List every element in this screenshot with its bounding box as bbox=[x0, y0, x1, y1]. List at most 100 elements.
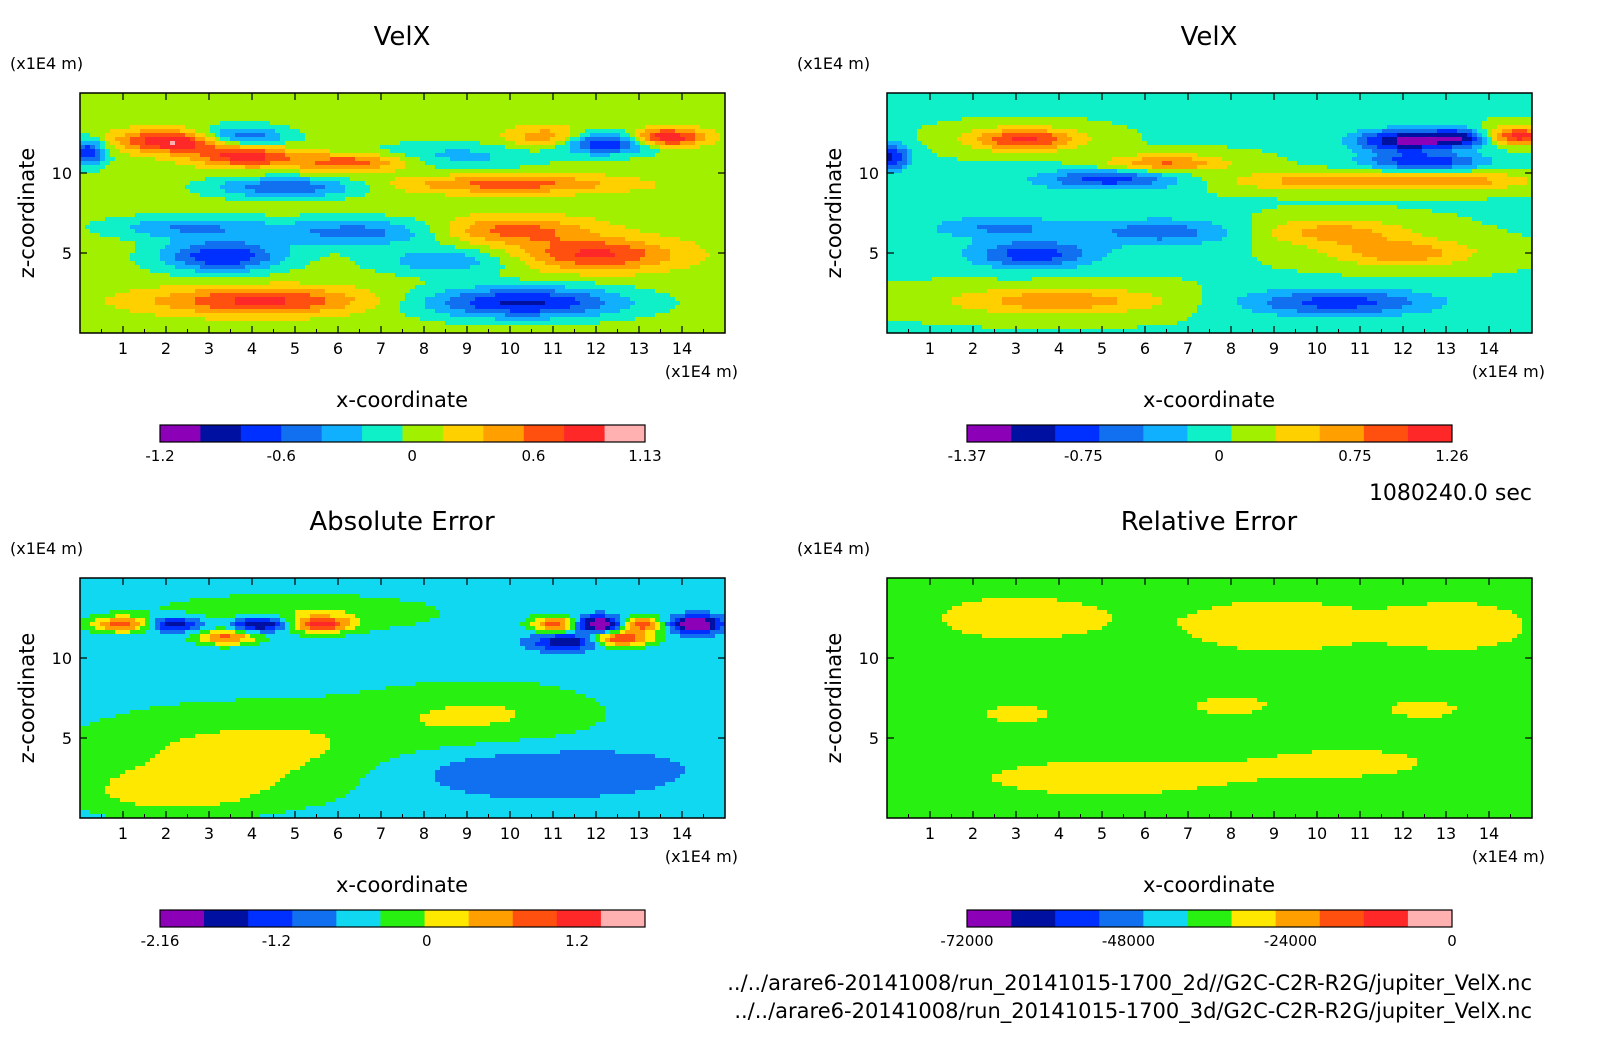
field-cell bbox=[95, 109, 101, 114]
field-cell bbox=[180, 245, 186, 250]
field-cell bbox=[700, 161, 706, 166]
field-cell bbox=[525, 193, 531, 198]
field-cell bbox=[80, 241, 86, 246]
field-cell bbox=[125, 97, 131, 102]
field-cell bbox=[125, 189, 131, 194]
field-cell bbox=[600, 189, 606, 194]
field-cell bbox=[695, 145, 701, 150]
field-cell bbox=[480, 201, 486, 206]
field-cell bbox=[170, 201, 176, 206]
field-cell bbox=[395, 225, 401, 230]
field-cell bbox=[285, 181, 291, 186]
field-cell bbox=[125, 109, 131, 114]
field-cell bbox=[335, 105, 341, 110]
field-cell bbox=[105, 221, 111, 226]
field-cell bbox=[590, 109, 596, 114]
field-cell bbox=[345, 97, 351, 102]
field-cell bbox=[575, 185, 581, 190]
field-cell bbox=[165, 245, 171, 250]
field-cell bbox=[290, 161, 296, 166]
field-cell bbox=[195, 181, 201, 186]
field-cell bbox=[535, 221, 541, 226]
field-cell bbox=[235, 165, 241, 170]
field-cell bbox=[410, 133, 416, 138]
field-cell bbox=[405, 149, 411, 154]
field-cell bbox=[435, 193, 441, 198]
field-cell bbox=[715, 181, 721, 186]
field-cell bbox=[580, 129, 586, 134]
field-cell bbox=[355, 185, 361, 190]
field-cell bbox=[570, 189, 576, 194]
field-cell bbox=[130, 213, 136, 218]
field-cell bbox=[370, 233, 376, 238]
field-cell bbox=[615, 157, 621, 162]
field-cell bbox=[80, 129, 86, 134]
field-cell bbox=[475, 161, 481, 166]
field-cell bbox=[215, 225, 221, 230]
field-cell bbox=[430, 205, 436, 210]
field-cell bbox=[135, 133, 141, 138]
field-cell bbox=[80, 161, 86, 166]
field-cell bbox=[275, 213, 281, 218]
field-cell bbox=[535, 93, 541, 98]
field-cell bbox=[555, 157, 561, 162]
field-cell bbox=[360, 133, 366, 138]
field-cell bbox=[450, 221, 456, 226]
field-cell bbox=[435, 161, 441, 166]
field-cell bbox=[85, 165, 91, 170]
field-cell bbox=[230, 185, 236, 190]
field-cell bbox=[425, 129, 431, 134]
field-cell bbox=[620, 101, 626, 106]
field-cell bbox=[235, 153, 241, 158]
field-cell bbox=[480, 125, 486, 130]
field-cell bbox=[720, 229, 725, 234]
field-cell bbox=[340, 221, 346, 226]
field-cell bbox=[470, 117, 476, 122]
field-cell bbox=[220, 109, 226, 114]
field-cell bbox=[320, 145, 326, 150]
field-cell bbox=[340, 105, 346, 110]
field-cell bbox=[475, 145, 481, 150]
field-cell bbox=[135, 209, 141, 214]
field-cell bbox=[405, 197, 411, 202]
field-cell bbox=[685, 137, 691, 142]
field-cell bbox=[530, 177, 536, 182]
field-cell bbox=[210, 177, 216, 182]
field-cell bbox=[620, 157, 626, 162]
field-cell bbox=[140, 221, 146, 226]
field-cell bbox=[610, 181, 616, 186]
field-cell bbox=[150, 101, 156, 106]
field-cell bbox=[640, 201, 646, 206]
field-cell bbox=[590, 165, 596, 170]
field-cell bbox=[220, 189, 226, 194]
field-cell bbox=[370, 193, 376, 198]
field-cell bbox=[535, 145, 541, 150]
field-cell bbox=[345, 169, 351, 174]
field-cell bbox=[255, 133, 261, 138]
field-cell bbox=[375, 101, 381, 106]
field-cell bbox=[560, 209, 566, 214]
field-cell bbox=[175, 245, 181, 250]
field-cell bbox=[290, 181, 296, 186]
field-cell bbox=[415, 105, 421, 110]
field-cell bbox=[500, 233, 506, 238]
field-cell bbox=[105, 237, 111, 242]
field-cell bbox=[325, 153, 331, 158]
field-cell bbox=[310, 101, 316, 106]
field-cell bbox=[115, 153, 121, 158]
field-cell bbox=[105, 173, 111, 178]
field-cell bbox=[410, 213, 416, 218]
field-cell bbox=[310, 177, 316, 182]
field-cell bbox=[605, 117, 611, 122]
field-cell bbox=[510, 149, 516, 154]
field-cell bbox=[125, 133, 131, 138]
field-cell bbox=[515, 189, 521, 194]
field-cell bbox=[420, 153, 426, 158]
field-cell bbox=[320, 197, 326, 202]
field-cell bbox=[95, 129, 101, 134]
field-cell bbox=[230, 129, 236, 134]
field-cell bbox=[515, 161, 521, 166]
field-cell bbox=[180, 201, 186, 206]
field-cell bbox=[675, 213, 681, 218]
field-cell bbox=[630, 205, 636, 210]
